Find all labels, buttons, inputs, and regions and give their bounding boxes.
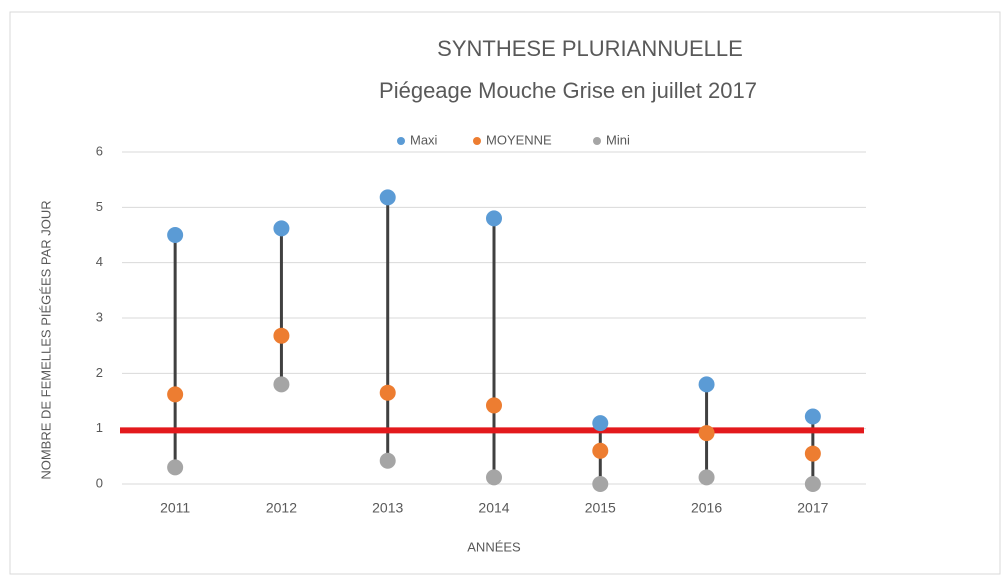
data-point xyxy=(698,469,715,486)
x-tick-label: 2015 xyxy=(585,500,616,516)
x-tick-label: 2014 xyxy=(478,500,509,516)
y-tick-label: 5 xyxy=(96,199,103,214)
x-tick-label: 2017 xyxy=(797,500,828,516)
legend-marker xyxy=(593,137,601,145)
chart-title: SYNTHESE PLURIANNUELLE xyxy=(437,36,743,61)
x-tick-label: 2012 xyxy=(266,500,297,516)
x-tick-label: 2013 xyxy=(372,500,403,516)
data-point xyxy=(486,397,502,414)
data-point xyxy=(273,327,290,344)
data-point xyxy=(486,210,502,227)
data-point xyxy=(167,459,184,476)
data-point xyxy=(592,415,609,432)
y-tick-label: 4 xyxy=(96,254,103,269)
x-axis-label: ANNÉES xyxy=(467,539,521,554)
data-point xyxy=(167,227,184,243)
data-point xyxy=(379,189,396,206)
data-point xyxy=(698,376,715,393)
data-point xyxy=(592,442,609,459)
legend-marker xyxy=(473,137,481,145)
y-tick-label: 1 xyxy=(96,420,103,435)
y-axis-label: NOMBRE DE FEMELLES PIÉGÉES PAR JOUR xyxy=(38,200,53,479)
data-point xyxy=(379,384,396,401)
data-point xyxy=(273,220,290,237)
y-tick-label: 0 xyxy=(96,475,103,490)
data-point xyxy=(592,476,609,492)
legend-label: Maxi xyxy=(410,132,438,147)
data-point xyxy=(698,425,715,442)
data-point xyxy=(804,408,821,425)
chart-subtitle: Piégeage Mouche Grise en juillet 2017 xyxy=(379,78,757,103)
legend-label: MOYENNE xyxy=(486,132,552,147)
y-tick-label: 2 xyxy=(96,365,103,380)
y-tick-label: 6 xyxy=(96,143,103,158)
data-point xyxy=(379,452,396,469)
x-tick-label: 2011 xyxy=(160,500,190,516)
legend-label: Mini xyxy=(606,132,630,147)
x-tick-label: 2016 xyxy=(691,500,722,516)
data-point xyxy=(804,445,821,462)
data-point xyxy=(486,469,502,486)
y-tick-label: 3 xyxy=(96,309,103,324)
data-point xyxy=(273,376,290,393)
data-point xyxy=(167,386,184,403)
data-point xyxy=(804,476,821,492)
legend-marker xyxy=(397,137,405,145)
